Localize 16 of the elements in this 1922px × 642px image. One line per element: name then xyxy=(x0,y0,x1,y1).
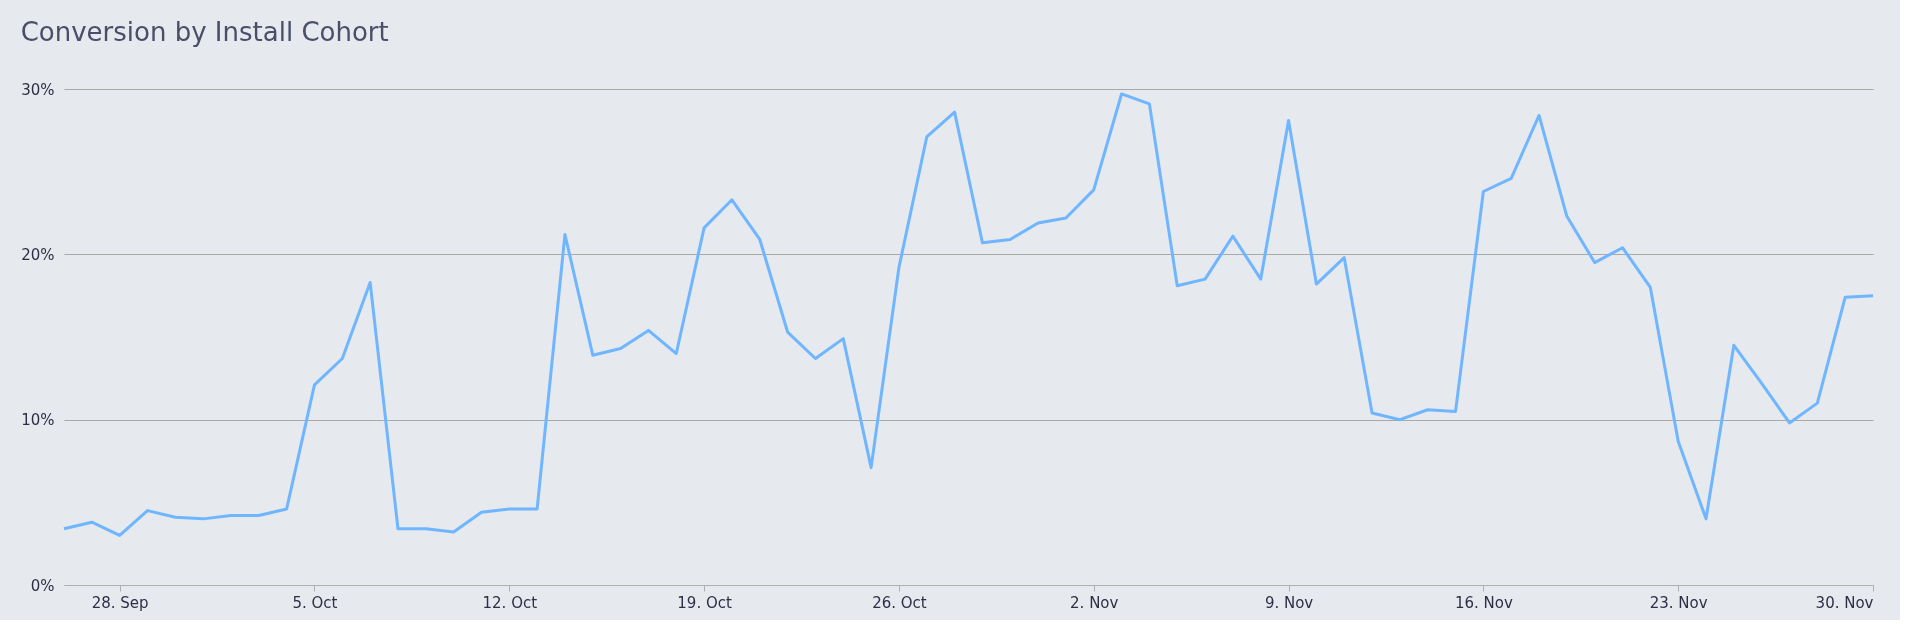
y-tick-label: 30% xyxy=(21,80,55,99)
x-tick-label: 12. Oct xyxy=(482,593,538,612)
line-series xyxy=(62,92,1875,537)
y-tick-label: 0% xyxy=(30,576,55,595)
x-tick-label: 9. Nov xyxy=(1264,593,1314,612)
x-tick-label: 5. Oct xyxy=(292,593,338,612)
y-tick-label: 10% xyxy=(21,411,55,430)
x-tick-label: 16. Nov xyxy=(1454,593,1513,612)
x-tick-label: 19. Oct xyxy=(677,593,732,612)
x-tick-label: 2. Nov xyxy=(1070,593,1119,612)
x-tick-label: 23. Nov xyxy=(1649,593,1708,612)
x-tick-label: 30. Nov xyxy=(1815,593,1874,612)
chart-title: Conversion by Install Cohort xyxy=(20,17,389,47)
y-tick-label: 20% xyxy=(21,245,55,264)
x-tick-label: 28. Sep xyxy=(91,593,149,612)
x-tick-label: 26. Oct xyxy=(872,593,927,612)
